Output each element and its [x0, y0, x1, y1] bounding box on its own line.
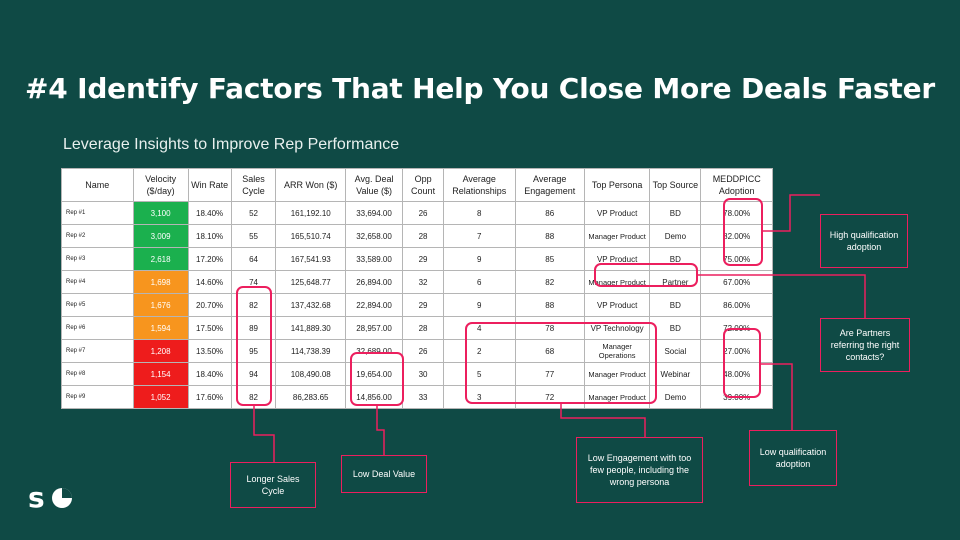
callout-low-engagement: Low Engagement with too few people, incl… [576, 437, 703, 503]
table-row: Rep #9 1,052 17.60% 82 86,283.65 14,856.00 33 3… [61, 385, 773, 409]
cell-engagement: 77 [514, 362, 585, 386]
callout-partners: Are Partners referring the right contact… [820, 318, 910, 372]
partner-highlight [594, 263, 698, 287]
cell-name: Rep #2 [61, 224, 134, 248]
sales-cycle-highlight [236, 286, 272, 406]
cell-velocity: 1,676 [132, 293, 189, 317]
table-row: Rep #5 1,676 20.70% 82 137,432.68 22,894.00 29… [61, 293, 773, 317]
cell-name: Rep #9 [61, 385, 134, 409]
connector-low-engagement [560, 404, 646, 437]
cell-velocity: 1,154 [132, 362, 189, 386]
cell-name: Rep #8 [61, 362, 134, 386]
header-meddpicc-adoption: MEDDPICC Adoption [700, 168, 773, 202]
cell-arr-won: 141,889.30 [275, 316, 346, 340]
cell-source: Webinar [649, 362, 702, 386]
cell-avg-deal: 32,689.00 [344, 339, 404, 363]
cell-engagement: 88 [514, 293, 585, 317]
cell-relationships: 7 [443, 224, 516, 248]
pie-chart-icon [52, 488, 72, 508]
page-subtitle: Leverage Insights to Improve Rep Perform… [63, 136, 400, 153]
cell-relationships: 3 [443, 385, 516, 409]
cell-win-rate: 17.20% [187, 247, 232, 271]
brand-logo: s [28, 481, 76, 518]
cell-persona: Manager Product [583, 362, 651, 386]
cell-opp-count: 26 [402, 201, 444, 225]
cell-engagement: 85 [514, 247, 585, 271]
cell-opp-count: 29 [402, 247, 444, 271]
cell-avg-deal: 28,957.00 [344, 316, 404, 340]
cell-arr-won: 114,738.39 [275, 339, 346, 363]
cell-arr-won: 86,283.65 [275, 385, 346, 409]
connector-partners [698, 274, 866, 318]
low-meddpicc-highlight [723, 328, 761, 398]
cell-opp-count: 32 [402, 270, 444, 294]
cell-arr-won: 108,490.08 [275, 362, 346, 386]
table-row: Rep #8 1,154 18.40% 94 108,490.08 19,654.00 30… [61, 362, 773, 386]
cell-sales-cycle: 89 [230, 316, 277, 340]
cell-meddpicc: 67.00% [700, 270, 773, 294]
header-velocity: Velocity ($/day) [132, 168, 189, 202]
cell-win-rate: 13.50% [187, 339, 232, 363]
cell-velocity: 1,208 [132, 339, 189, 363]
rep-performance-table: Name Velocity ($/day) Win Rate Sales Cycle A… [61, 168, 773, 409]
table-row: Rep #2 3,009 18.10% 55 165,510.74 32,658.00 28… [61, 224, 773, 248]
cell-velocity: 2,618 [132, 247, 189, 271]
table-row: Rep #4 1,698 14.60% 74 125,648.77 26,894.00 32… [61, 270, 773, 294]
cell-persona: Manager Product [583, 385, 651, 409]
cell-relationships: 6 [443, 270, 516, 294]
deal-value-highlight [350, 352, 404, 406]
cell-source: BD [649, 247, 702, 271]
header-arr-won: ARR Won ($) [275, 168, 346, 202]
cell-persona: VP Product [583, 201, 651, 225]
table-row: Rep #3 2,618 17.20% 64 167,541.93 33,589.00 29… [61, 247, 773, 271]
cell-engagement: 86 [514, 201, 585, 225]
cell-avg-deal: 26,894.00 [344, 270, 404, 294]
high-meddpicc-highlight [723, 198, 763, 266]
cell-persona: Manager Operations [583, 339, 651, 363]
cell-velocity: 3,009 [132, 224, 189, 248]
connector-low-deal-value [376, 406, 385, 455]
connector-longer-sales-cycle [253, 406, 275, 462]
cell-sales-cycle: 55 [230, 224, 277, 248]
cell-persona: VP Product [583, 293, 651, 317]
cell-relationships: 8 [443, 201, 516, 225]
page-title: #4 Identify Factors That Help You Close … [25, 72, 935, 105]
callout-low-qualification: Low qualification adoption [749, 430, 837, 486]
cell-engagement: 88 [514, 224, 585, 248]
cell-name: Rep #7 [61, 339, 134, 363]
engagement-persona-highlight [465, 322, 657, 404]
callout-high-qualification: High qualification adoption [820, 214, 908, 268]
table-row: Rep #7 1,208 13.50% 95 114,738.39 32,689.00 26… [61, 339, 773, 363]
cell-sales-cycle: 94 [230, 362, 277, 386]
header-top-source: Top Source [649, 168, 702, 202]
cell-velocity: 1,698 [132, 270, 189, 294]
cell-velocity: 3,100 [132, 201, 189, 225]
connector-low-qualification [761, 363, 793, 430]
cell-win-rate: 14.60% [187, 270, 232, 294]
table-row: Rep #6 1,594 17.50% 89 141,889.30 28,957.00 28… [61, 316, 773, 340]
cell-engagement: 72 [514, 385, 585, 409]
callout-low-deal-value: Low Deal Value [341, 455, 427, 493]
callout-longer-sales-cycle: Longer Sales Cycle [230, 462, 316, 508]
logo-letter: s [28, 485, 45, 513]
cell-win-rate: 18.40% [187, 362, 232, 386]
cell-velocity: 1,052 [132, 385, 189, 409]
header-opp-count: Opp Count [402, 168, 444, 202]
connector-high-qualification [763, 194, 820, 232]
cell-name: Rep #4 [61, 270, 134, 294]
cell-engagement: 82 [514, 270, 585, 294]
cell-opp-count: 28 [402, 316, 444, 340]
header-avg-relationships: Average Relationships [443, 168, 516, 202]
cell-win-rate: 17.60% [187, 385, 232, 409]
cell-engagement: 78 [514, 316, 585, 340]
cell-source: Demo [649, 385, 702, 409]
cell-relationships: 9 [443, 247, 516, 271]
header-top-persona: Top Persona [583, 168, 651, 202]
table-row: Rep #1 3,100 18.40% 52 161,192.10 33,694.00 26… [61, 201, 773, 225]
cell-win-rate: 17.50% [187, 316, 232, 340]
cell-win-rate: 18.10% [187, 224, 232, 248]
cell-avg-deal: 33,589.00 [344, 247, 404, 271]
cell-arr-won: 161,192.10 [275, 201, 346, 225]
